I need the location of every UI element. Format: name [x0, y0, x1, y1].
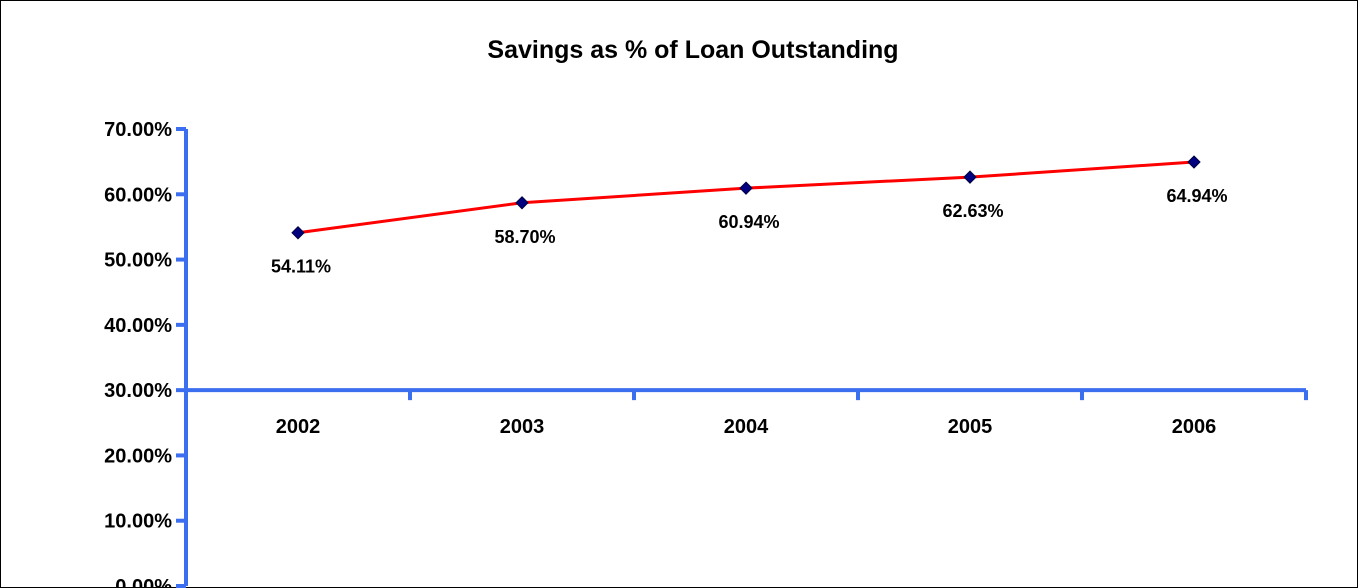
data-label: 62.63%	[942, 201, 1003, 221]
data-point-marker	[963, 170, 977, 184]
data-label: 54.11%	[271, 257, 331, 277]
x-tick-label: 2005	[948, 416, 993, 438]
data-point-marker	[739, 181, 753, 195]
series-line	[291, 155, 1201, 240]
data-point-marker	[515, 196, 529, 210]
x-tick-label: 2002	[276, 416, 321, 438]
data-labels: 54.11% 58.70% 60.94% 62.63% 64.94%	[271, 186, 1228, 277]
x-tick-label: 2003	[500, 416, 545, 438]
y-tick-label: 60.00%	[104, 184, 172, 206]
y-tick-label: 20.00%	[104, 445, 172, 467]
data-point-marker	[291, 226, 305, 240]
x-tick-label: 2006	[1172, 416, 1217, 438]
y-axis: 0.00% 10.00% 20.00% 30.00% 40.00% 50.00% 60.00…	[104, 119, 188, 588]
y-tick-label: 50.00%	[104, 250, 172, 272]
data-label: 58.70%	[494, 227, 555, 247]
y-tick-label: 70.00%	[104, 119, 172, 141]
y-tick-label: 30.00%	[104, 380, 172, 402]
data-label: 60.94%	[718, 212, 779, 232]
y-tick-label: 0.00%	[115, 576, 172, 588]
y-tick-label: 40.00%	[104, 315, 172, 337]
x-tick-label: 2004	[724, 416, 769, 438]
data-point-marker	[1187, 155, 1201, 169]
data-label: 64.94%	[1166, 186, 1227, 206]
chart-title: Savings as % of Loan Outstanding	[487, 36, 898, 64]
x-axis: 2002 2003 2004 2005 2006	[186, 388, 1308, 438]
y-tick-label: 10.00%	[104, 511, 172, 533]
